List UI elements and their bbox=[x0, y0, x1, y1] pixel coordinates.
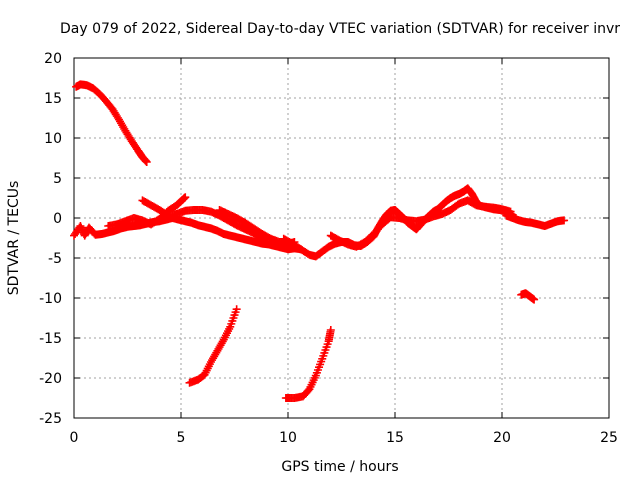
y-tick-label: 5 bbox=[53, 171, 62, 187]
data-point bbox=[142, 158, 151, 166]
data-point bbox=[560, 216, 569, 225]
series-layer bbox=[70, 80, 569, 402]
series-arc-main-left bbox=[70, 214, 305, 254]
series-arc-small-right bbox=[517, 289, 539, 304]
y-tick-label: -5 bbox=[48, 251, 62, 267]
data-point bbox=[530, 295, 539, 304]
y-tick-label: -10 bbox=[39, 291, 62, 307]
x-tick-label: 5 bbox=[177, 430, 186, 446]
y-tick-label: 15 bbox=[44, 91, 62, 107]
y-tick-label: -20 bbox=[39, 371, 62, 387]
series-arc-low-2 bbox=[281, 326, 335, 402]
y-tick-label: 20 bbox=[44, 51, 62, 67]
series-arc-center-2 bbox=[326, 196, 515, 251]
y-tick-label: 10 bbox=[44, 131, 62, 147]
x-tick-label: 20 bbox=[493, 430, 511, 446]
series-arc-low-1 bbox=[185, 305, 241, 387]
y-tick-label: 0 bbox=[53, 211, 62, 227]
data-point bbox=[232, 305, 241, 314]
series-arc-center bbox=[279, 184, 517, 261]
x-tick-label: 25 bbox=[600, 430, 618, 446]
x-tick-label: 10 bbox=[279, 430, 297, 446]
chart-title: Day 079 of 2022, Sidereal Day-to-day VTE… bbox=[60, 21, 620, 37]
series-arc-upper-left bbox=[104, 193, 190, 230]
y-axis-title: SDTVAR / TECUs bbox=[6, 181, 22, 296]
data-point bbox=[181, 193, 190, 202]
y-tick-label: -15 bbox=[39, 331, 62, 347]
y-tick-label: -25 bbox=[39, 411, 62, 427]
series-arc-high bbox=[72, 80, 151, 166]
x-tick-label: 15 bbox=[386, 430, 404, 446]
x-tick-label: 0 bbox=[70, 430, 79, 446]
x-axis-title: GPS time / hours bbox=[281, 459, 398, 475]
series-arc-right bbox=[502, 211, 569, 230]
data-point bbox=[326, 326, 335, 334]
axis-ticks: 0 5 10 15 20 25 -25 -20 -15 -10 -5 0 5 10 15 20 bbox=[39, 51, 618, 446]
